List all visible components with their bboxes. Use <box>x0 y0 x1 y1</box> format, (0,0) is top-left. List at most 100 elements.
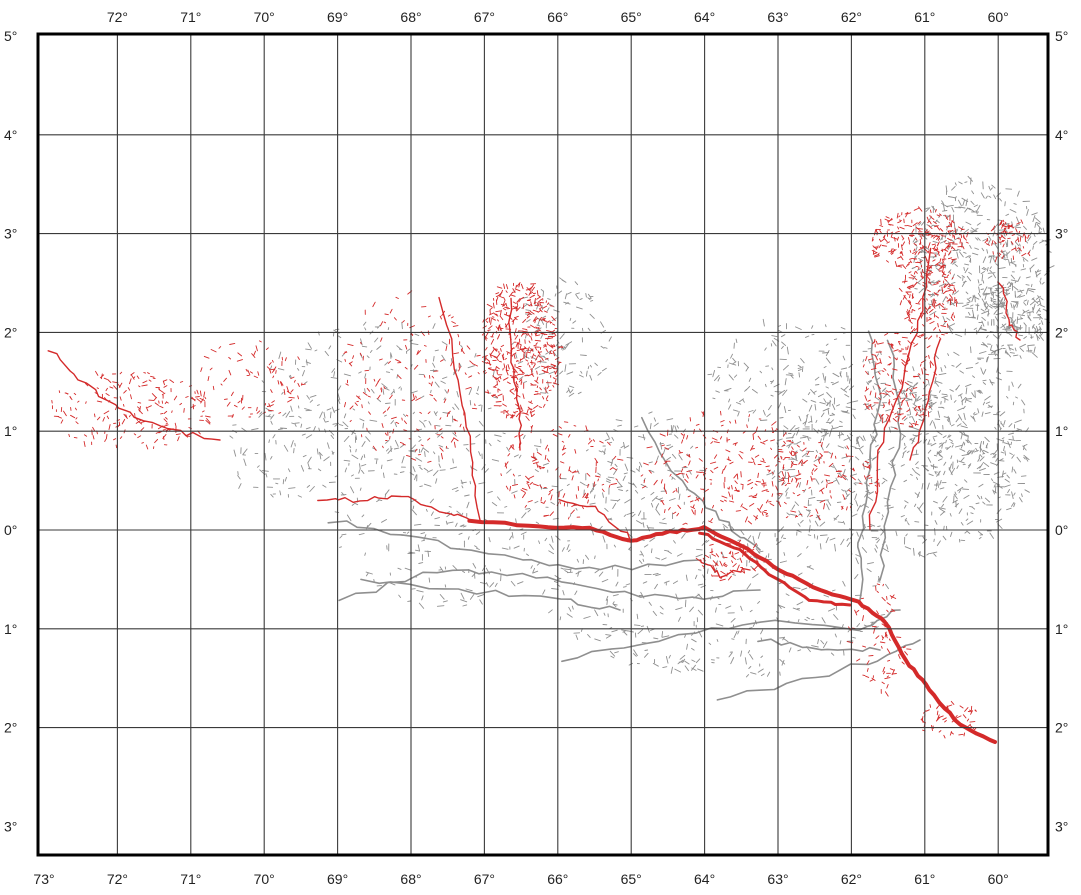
gray-channel-segment <box>291 422 295 425</box>
red-channel-segment <box>949 294 953 299</box>
red-channel-segment <box>927 272 934 275</box>
red-channel-segment <box>947 298 951 301</box>
gray-channel-segment <box>954 236 960 241</box>
red-channel-segment <box>537 360 542 363</box>
gray-channel-segment <box>331 406 335 414</box>
gray-channel-segment <box>987 313 990 316</box>
gray-channel-segment <box>1004 478 1010 483</box>
red-channel-segment <box>427 437 431 441</box>
gray-channel-segment <box>604 438 611 442</box>
red-channel-segment <box>830 452 834 459</box>
red-channel-segment <box>906 224 913 228</box>
red-channel-segment <box>912 222 918 227</box>
red-channel-segment <box>912 422 919 426</box>
gray-channel-segment <box>902 452 905 459</box>
red-channel-segment <box>402 320 405 323</box>
gray-channel-segment <box>826 503 830 511</box>
red-channel-segment <box>549 366 556 370</box>
red-channel-segment <box>500 473 502 477</box>
gray-channel-segment <box>987 239 991 245</box>
gray-channel-segment <box>854 574 859 580</box>
red-channel-segment <box>941 303 945 306</box>
red-channel-segment <box>272 366 277 372</box>
red-channel-segment <box>863 607 866 610</box>
red-channel-segment <box>552 350 555 357</box>
gray-channel-segment <box>951 364 955 367</box>
red-channel-segment <box>710 518 714 522</box>
gray-channel-segment <box>822 372 825 381</box>
gray-channel-segment <box>977 237 981 241</box>
red-channel-segment <box>897 416 900 422</box>
gray-channel-segment <box>989 269 992 273</box>
left-latitude-label: 3° <box>4 226 17 242</box>
red-channel-segment <box>174 422 177 428</box>
red-channel-segment <box>476 354 481 357</box>
gray-channel-segment <box>540 333 544 339</box>
red-channel-segment <box>947 284 954 287</box>
red-channel-segment <box>873 252 878 255</box>
red-channel-segment <box>549 305 554 307</box>
gray-channel-segment <box>826 392 832 398</box>
gray-channel-segment <box>566 483 570 486</box>
red-channel-segment <box>223 377 227 382</box>
red-channel-segment <box>516 298 521 303</box>
gray-channel-segment <box>594 362 598 366</box>
gray-channel-segment <box>1001 437 1005 440</box>
gray-channel-segment <box>510 580 516 587</box>
gray-channel-segment <box>781 341 787 347</box>
red-channel-segment <box>528 475 535 479</box>
gray-channel-segment <box>633 649 638 657</box>
gray-river <box>879 339 902 581</box>
gray-channel-segment <box>567 549 571 552</box>
red-channel-segment <box>840 506 844 509</box>
red-channel-segment <box>746 424 748 428</box>
red-channel-segment <box>908 277 915 279</box>
gray-channel-segment <box>540 392 547 394</box>
top-longitude-label: 60° <box>988 9 1009 25</box>
red-channel-segment <box>405 414 409 417</box>
red-channel-segment <box>1002 224 1008 228</box>
red-channel-segment <box>771 481 774 487</box>
gray-channel-segment <box>958 393 963 397</box>
red-channel-segment <box>924 229 928 233</box>
red-channel-segment <box>526 315 530 319</box>
red-channel-segment <box>94 413 96 418</box>
red-channel-segment <box>720 424 724 427</box>
gray-channel-segment <box>326 408 332 411</box>
gray-channel-segment <box>1044 272 1048 276</box>
red-channel-segment <box>719 436 723 440</box>
gray-channel-segment <box>594 609 599 617</box>
red-channel-segment <box>537 302 540 307</box>
gray-channel-segment <box>791 504 796 510</box>
gray-channel-segment <box>915 240 919 242</box>
red-channel-segment <box>544 343 547 348</box>
gray-channel-segment <box>964 531 968 534</box>
gray-channel-segment <box>649 469 655 473</box>
gray-channel-segment <box>640 550 644 557</box>
red-channel-segment <box>538 308 543 313</box>
red-channel-segment <box>950 316 954 321</box>
gray-channel-segment <box>902 389 905 394</box>
red-channel-segment <box>911 309 913 314</box>
red-channel-segment <box>391 416 397 420</box>
red-channel-segment <box>901 362 906 367</box>
gray-channel-segment <box>842 355 846 361</box>
gray-channel-segment <box>430 389 432 394</box>
gray-channel-segment <box>671 477 674 480</box>
red-channel-segment <box>801 460 803 467</box>
red-channel-segment <box>503 363 506 369</box>
red-channel-segment <box>534 320 536 324</box>
gray-channel-segment <box>732 409 739 412</box>
red-channel-segment <box>536 451 542 456</box>
gray-channel-segment <box>319 452 322 460</box>
gray-channel-segment <box>778 494 783 500</box>
red-channel-segment <box>73 436 78 439</box>
red-channel-segment <box>533 298 536 304</box>
red-channel-segment <box>488 368 495 372</box>
red-channel-segment <box>457 333 460 338</box>
red-channel-segment <box>700 488 703 490</box>
red-channel-segment <box>892 368 898 371</box>
gray-channel-segment <box>927 439 931 445</box>
red-channel-segment <box>123 413 128 419</box>
red-channel-segment <box>497 334 501 340</box>
